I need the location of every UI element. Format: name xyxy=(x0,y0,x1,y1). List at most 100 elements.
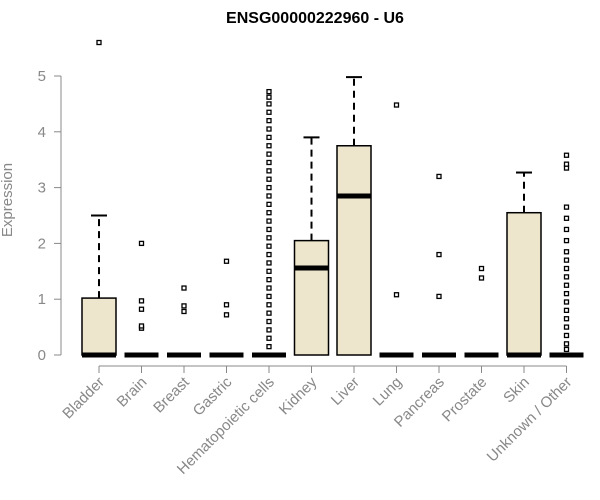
outlier-point xyxy=(266,293,272,300)
outlier-point xyxy=(266,168,272,174)
outlier-point xyxy=(563,257,570,263)
y-tick-label: 4 xyxy=(38,124,46,141)
outlier-point xyxy=(266,327,272,333)
x-tick-label: Brain xyxy=(114,374,151,411)
outlier-point xyxy=(478,265,485,272)
outlier-point xyxy=(266,243,272,249)
box-gastric xyxy=(209,258,244,358)
y-tick-label: 0 xyxy=(38,347,46,364)
outlier-point xyxy=(563,161,570,167)
outlier-point xyxy=(563,265,570,272)
outlier-point xyxy=(181,303,187,309)
outlier-point xyxy=(266,302,272,308)
outlier-point xyxy=(223,302,230,308)
outlier-point xyxy=(266,151,272,157)
outlier-point xyxy=(563,152,570,158)
outlier-point xyxy=(266,318,272,325)
x-tick-label: Breast xyxy=(150,373,193,416)
outlier-point xyxy=(266,176,272,182)
outlier-point xyxy=(266,117,272,124)
outlier-point xyxy=(138,323,145,329)
outlier-point xyxy=(563,226,570,233)
box-body xyxy=(336,145,372,356)
outlier-point xyxy=(563,237,570,244)
outlier-point xyxy=(266,193,272,199)
y-tick-label: 2 xyxy=(38,235,46,252)
outlier-point xyxy=(266,101,272,107)
outlier-point xyxy=(266,184,272,191)
outlier-point xyxy=(563,316,570,322)
outlier-point xyxy=(563,290,570,297)
outlier-point xyxy=(266,343,272,350)
box-liver xyxy=(336,76,372,356)
chart-title: ENSG00000222960 - U6 xyxy=(226,10,404,27)
y-axis-label: Expression xyxy=(0,163,16,237)
outlier-point xyxy=(563,204,570,210)
outlier-point xyxy=(563,346,570,353)
outlier-point xyxy=(266,226,272,233)
x-tick-label: Bladder xyxy=(59,374,108,423)
outlier-point xyxy=(266,310,272,316)
outlier-point xyxy=(563,249,570,255)
outlier-point xyxy=(266,109,272,115)
outlier-point xyxy=(436,251,442,258)
x-tick-label: Skin xyxy=(500,374,533,407)
outlier-point xyxy=(266,218,272,224)
outlier-point xyxy=(393,102,400,108)
outlier-point xyxy=(266,143,272,149)
box-pancreas xyxy=(422,173,456,358)
outlier-point xyxy=(563,299,570,305)
outlier-point xyxy=(266,210,272,216)
box-prostate xyxy=(464,265,499,358)
outlier-point xyxy=(266,159,272,166)
box-kidney xyxy=(293,136,330,356)
outlier-point xyxy=(563,282,570,288)
outlier-point xyxy=(181,285,187,291)
outlier-point xyxy=(563,341,570,347)
y-tick-label: 3 xyxy=(38,180,46,197)
outlier-point xyxy=(266,268,272,274)
box-body xyxy=(293,239,330,356)
x-tick-label: Kidney xyxy=(276,373,321,418)
outlier-point xyxy=(138,298,145,304)
outlier-point xyxy=(96,39,102,46)
outlier-point xyxy=(563,324,570,330)
outlier-point xyxy=(223,312,230,318)
box-body xyxy=(506,211,542,356)
outlier-point xyxy=(436,173,442,180)
box-unknown-other xyxy=(549,152,584,358)
outlier-point xyxy=(181,308,187,315)
outlier-point xyxy=(393,292,400,298)
box-brain xyxy=(124,240,159,358)
y-axis: 0 1 2 3 4 5 xyxy=(38,68,62,364)
outlier-point xyxy=(266,260,272,266)
outlier-point xyxy=(266,88,272,95)
outlier-point xyxy=(266,251,272,258)
outlier-point xyxy=(266,235,272,241)
box-hematopoietic-cells xyxy=(252,88,286,358)
outlier-point xyxy=(478,275,485,281)
outlier-point xyxy=(266,134,272,141)
outlier-point xyxy=(563,274,570,280)
outlier-point xyxy=(266,201,272,207)
boxes-layer xyxy=(81,39,584,358)
y-tick-label: 1 xyxy=(38,291,46,308)
outlier-point xyxy=(138,306,145,312)
y-tick-label: 5 xyxy=(38,68,46,85)
x-tick-label: Prostate xyxy=(439,374,491,426)
outlier-point xyxy=(563,332,570,339)
box-breast xyxy=(167,285,201,358)
x-tick-label: Lung xyxy=(370,374,406,410)
outlier-point xyxy=(266,285,272,291)
outlier-point xyxy=(563,215,570,221)
outlier-point xyxy=(266,335,272,341)
box-skin xyxy=(506,171,542,358)
x-tick-label: Liver xyxy=(328,374,363,409)
box-lung xyxy=(379,102,414,358)
box-bladder xyxy=(81,39,117,358)
outlier-point xyxy=(266,126,272,132)
outlier-point xyxy=(563,307,570,314)
outlier-point xyxy=(266,277,272,283)
